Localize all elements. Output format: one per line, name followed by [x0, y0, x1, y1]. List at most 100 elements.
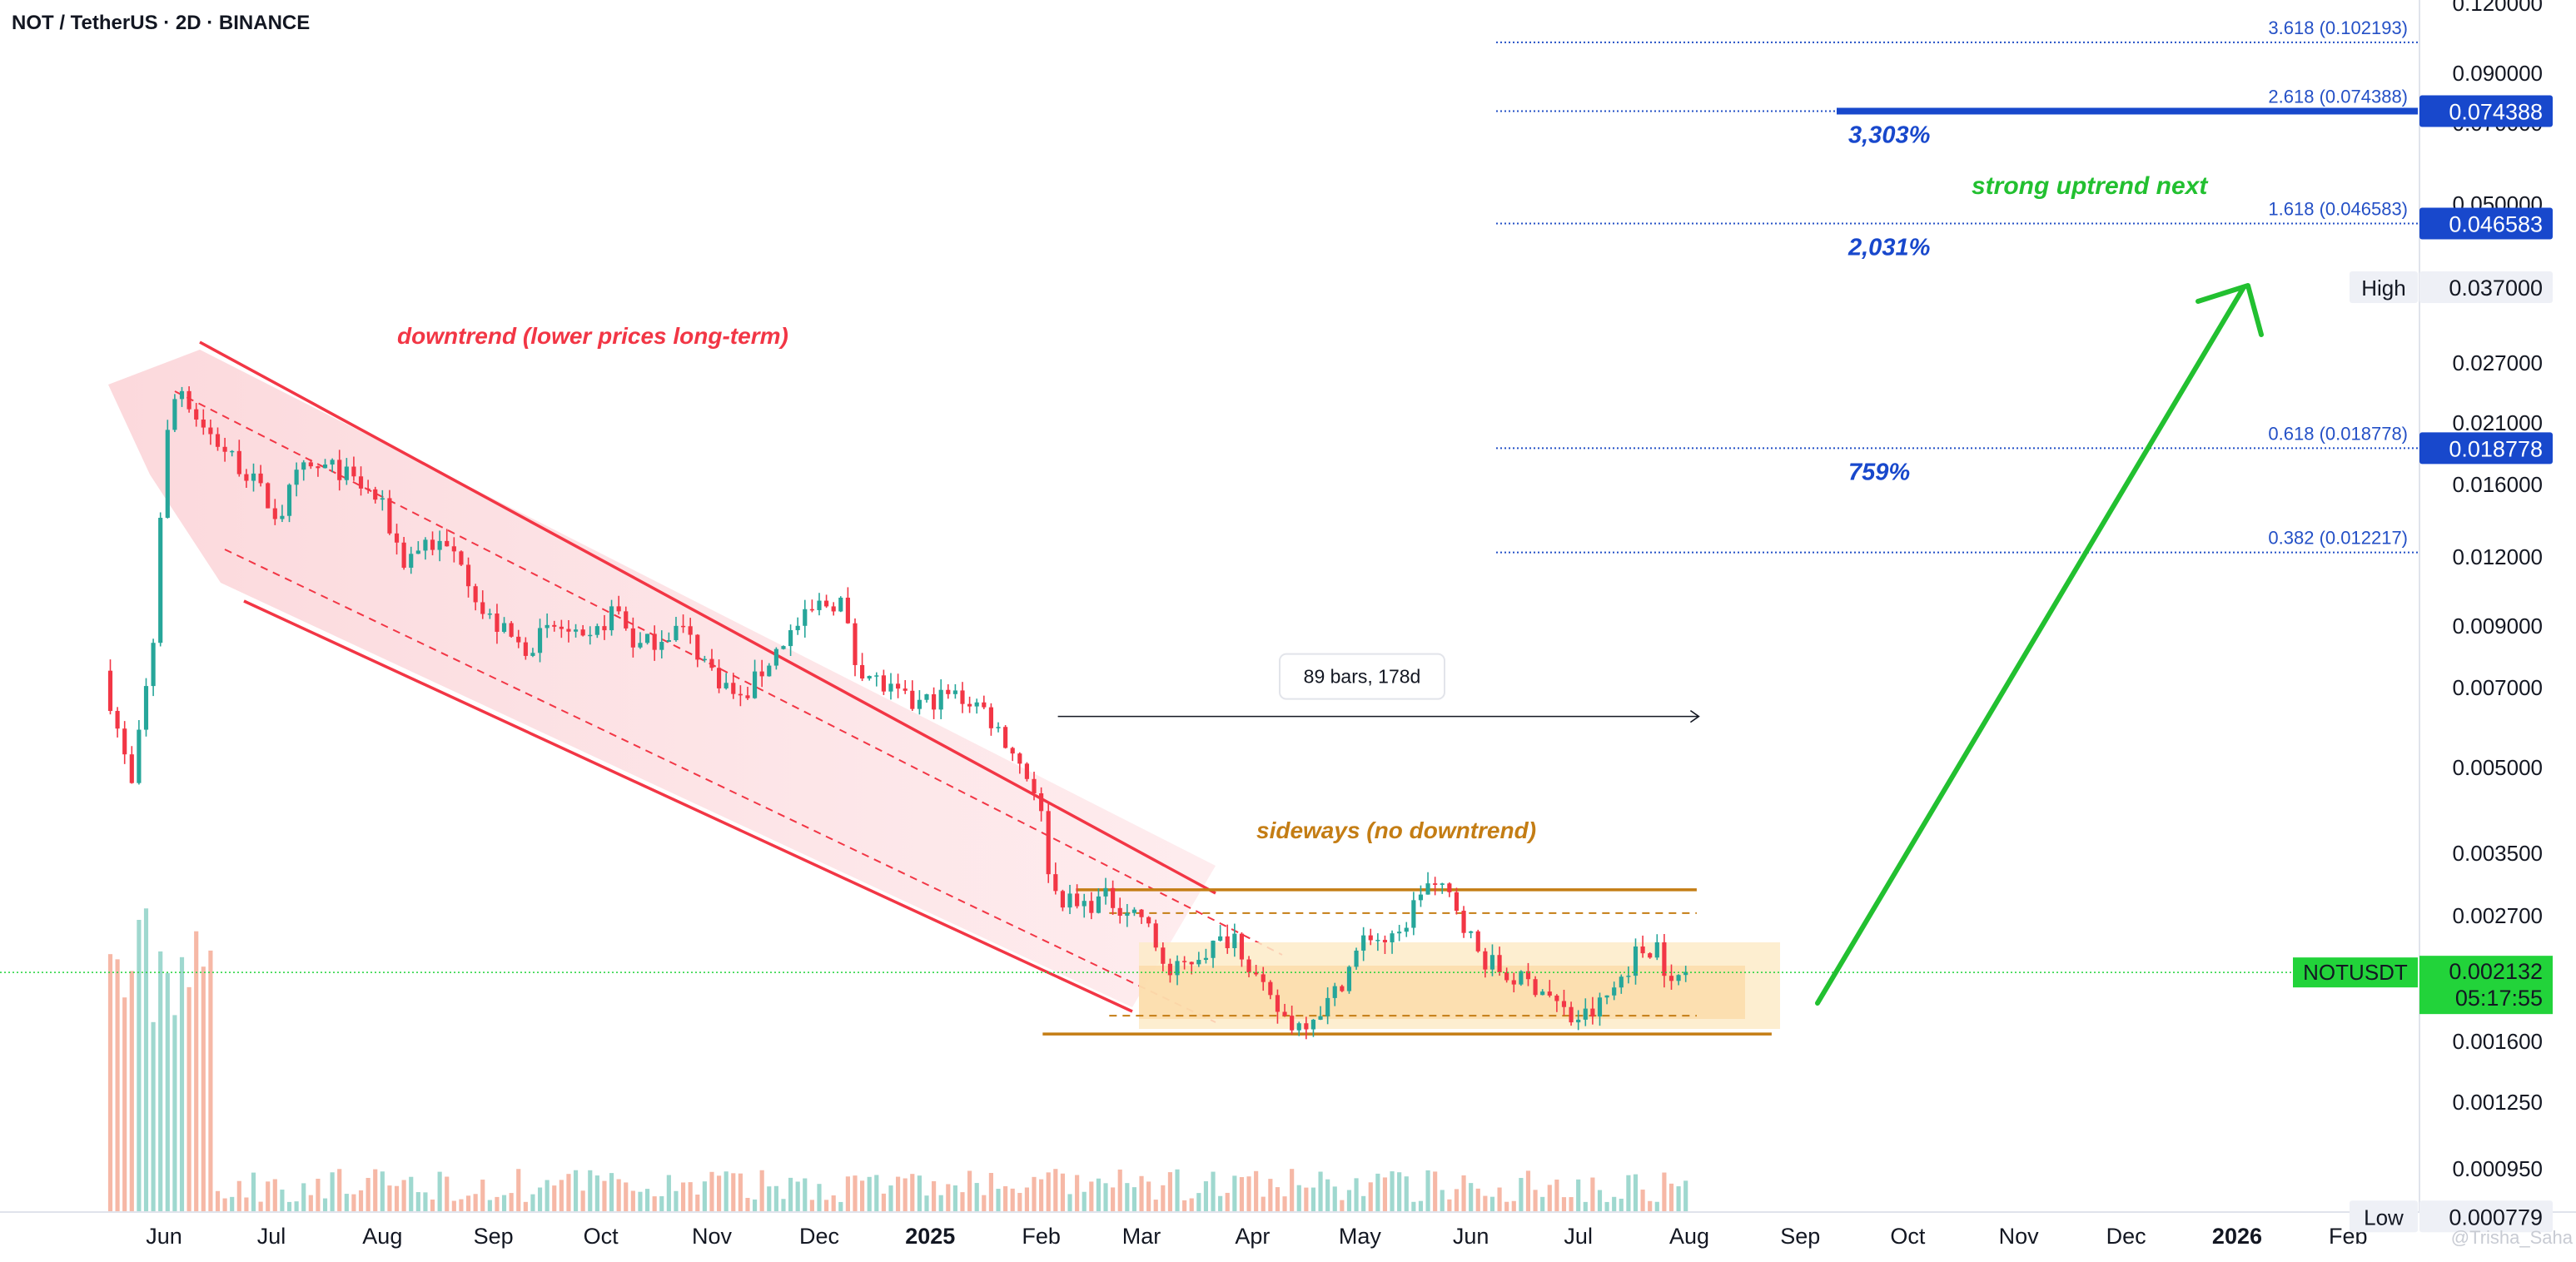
candle-body: [759, 671, 764, 677]
volume-bar: [1146, 1181, 1151, 1212]
measure-label-box: [1279, 653, 1445, 700]
volume-bar: [351, 1194, 356, 1212]
candle-body: [1604, 995, 1609, 998]
fib-level-label: 2.618 (0.074388): [2268, 86, 2408, 107]
candle-body: [588, 634, 593, 637]
volume-bar: [1483, 1195, 1488, 1212]
volume-bar: [495, 1196, 500, 1212]
volume-bar: [194, 931, 199, 1212]
volume-bar: [344, 1194, 349, 1212]
watermark-text: @Trisha_Saha: [2451, 1227, 2574, 1248]
candle-body: [236, 450, 241, 474]
volume-bar: [186, 986, 191, 1212]
volume-bar: [1433, 1171, 1438, 1212]
candle-body: [172, 399, 177, 430]
candle-body: [867, 675, 872, 679]
volume-bar: [817, 1184, 822, 1212]
volume-bar: [888, 1185, 893, 1212]
volume-bar: [430, 1199, 435, 1212]
x-tick-label: May: [1339, 1224, 1382, 1249]
y-tick-label: 0.007000: [2453, 675, 2543, 700]
y-tick-label: 0.002700: [2453, 903, 2543, 928]
candle-body: [559, 626, 564, 629]
candle-body: [1053, 874, 1058, 892]
volume-bar: [1304, 1187, 1309, 1212]
candle-body: [1189, 961, 1194, 965]
candle-body: [903, 688, 908, 691]
candle-body: [860, 664, 865, 679]
volume-bar: [594, 1175, 599, 1212]
volume-bar: [107, 954, 113, 1212]
candle-body: [137, 729, 142, 783]
symbol-title: NOT / TetherUS · 2D · BINANCE: [12, 12, 311, 34]
volume-bar: [1082, 1191, 1087, 1212]
volume-bar: [316, 1178, 321, 1212]
candle-body: [1146, 917, 1151, 924]
volume-bar: [423, 1192, 428, 1212]
volume-bar: [731, 1173, 736, 1212]
volume-bar: [1440, 1190, 1445, 1212]
candle-body: [1361, 935, 1366, 951]
candle-body: [1246, 959, 1251, 973]
candle-body: [624, 611, 629, 629]
volume-bar: [222, 1198, 227, 1212]
volume-bar: [932, 1180, 937, 1212]
candle-body: [1489, 955, 1495, 970]
candle-body: [917, 699, 922, 709]
volume-bar: [487, 1200, 492, 1212]
candle-body: [1440, 883, 1445, 885]
candle-body: [451, 546, 456, 552]
y-tick-label: 0.009000: [2453, 614, 2543, 638]
uptrend-arrow: [1815, 285, 2246, 1006]
volume-bar: [803, 1178, 808, 1212]
volume-bar: [1246, 1176, 1251, 1212]
volume-bar: [1648, 1200, 1653, 1212]
candle-body: [874, 675, 879, 677]
volume-bar: [860, 1180, 865, 1212]
current-price-box: [2419, 956, 2553, 1015]
candle-body: [1626, 976, 1631, 977]
candle-body: [387, 498, 392, 534]
candle-body: [1290, 1016, 1295, 1031]
candle-body: [638, 643, 643, 648]
volume-bar: [230, 1196, 235, 1212]
candle-body: [1161, 947, 1166, 964]
volume-bar: [1060, 1173, 1065, 1212]
candle-body: [602, 626, 607, 631]
volume-bar: [1111, 1187, 1116, 1212]
volume-bar: [946, 1184, 951, 1212]
volume-bar: [244, 1197, 249, 1212]
candle-body: [308, 462, 313, 467]
price-label-text: 0.074388: [2449, 99, 2543, 124]
y-tick-label: 0.001600: [2453, 1029, 2543, 1054]
candle-body: [530, 653, 535, 656]
volume-bar: [738, 1173, 743, 1212]
volume-bar: [322, 1198, 328, 1212]
current-symbol-label: NOTUSDT: [2303, 960, 2408, 985]
volume-bar: [530, 1194, 535, 1212]
candle-body: [165, 430, 170, 518]
candle-body: [1662, 942, 1667, 976]
candle-body: [1017, 753, 1022, 764]
volume-bar: [1511, 1200, 1516, 1212]
downtrend-lower-line: [243, 599, 1133, 1013]
volume-bar: [1461, 1175, 1466, 1212]
volume-bar: [1583, 1201, 1588, 1212]
volume-bar: [1075, 1175, 1080, 1212]
candle-body: [566, 629, 571, 632]
candle-body: [1519, 971, 1524, 985]
volume-bar: [236, 1180, 241, 1212]
volume-bar: [122, 997, 127, 1212]
volume-bar: [1117, 1169, 1122, 1212]
volume-bar: [1161, 1185, 1166, 1212]
volume-bar: [702, 1181, 707, 1212]
candle-body: [1275, 995, 1281, 1012]
candle-body: [738, 693, 743, 696]
volume-bar: [853, 1175, 858, 1212]
volume-bar: [1325, 1179, 1330, 1212]
volume-bar: [773, 1185, 778, 1212]
candle-body: [1648, 953, 1653, 958]
volume-bar: [609, 1173, 614, 1212]
